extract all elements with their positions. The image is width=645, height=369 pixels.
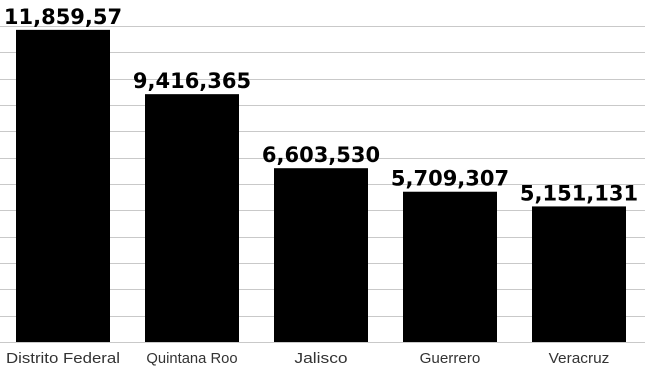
category-labels-group: Distrito Federal Quintana Roo Jalisco Guerr… (6, 350, 609, 367)
bars-group (16, 29, 626, 343)
value-labels-group: 11,859,57 9,416,365 6,603,530 5,709,307 5,15… (4, 5, 638, 206)
bar-quintana-roo (145, 94, 239, 342)
value-label-guerrero: 5,709,307 (391, 167, 509, 191)
category-label-jalisco: Jalisco (294, 350, 347, 367)
value-label-distrito-federal: 11,859,57 (4, 5, 122, 29)
category-label-quintana-roo: Quintana Roo (146, 350, 237, 367)
category-label-guerrero: Guerrero (420, 350, 481, 367)
bar-jalisco (274, 168, 368, 342)
bar-veracruz (532, 206, 626, 342)
bar-guerrero (403, 191, 497, 342)
category-label-veracruz: Veracruz (549, 350, 610, 367)
category-label-distrito-federal: Distrito Federal (6, 350, 120, 367)
value-label-veracruz: 5,151,131 (520, 181, 638, 205)
value-label-jalisco: 6,603,530 (262, 143, 380, 167)
value-label-quintana-roo: 9,416,365 (133, 69, 251, 93)
bar-distrito-federal (16, 29, 110, 343)
